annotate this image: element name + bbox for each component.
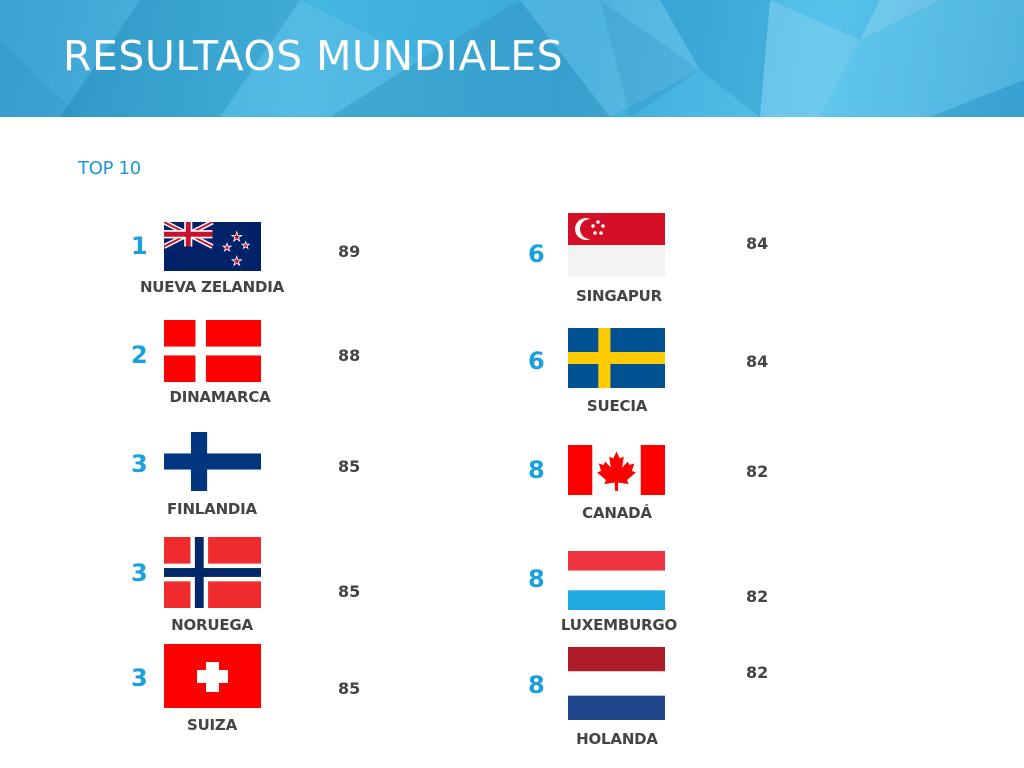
luxembourg-flag [568,551,665,610]
header-banner: RESULTAOS MUNDIALES [0,0,1024,117]
country-name: SUIZA [186,716,238,734]
page-title: RESULTAOS MUNDIALES [63,32,564,80]
norway-flag [164,537,261,608]
score-value: 84 [746,234,769,253]
subtitle: TOP 10 [78,158,141,179]
rank-number: 8 [528,456,545,484]
switzerland-flag [164,644,261,708]
rank-number: 8 [528,671,545,699]
netherlands-flag [568,647,665,720]
score-value: 82 [746,663,769,682]
sweden-flag [568,328,665,388]
country-name: SINGAPUR [576,287,662,305]
country-name: LUXEMBURGO [560,616,678,634]
rank-number: 8 [528,565,545,593]
score-value: 89 [338,242,361,261]
country-name: HOLANDA [576,730,658,748]
score-value: 85 [338,679,361,698]
singapore-flag [568,213,665,277]
score-value: 84 [746,352,769,371]
finland-flag [164,432,261,491]
country-name: NUEVA ZELANDIA [139,278,285,296]
country-name: CANADÁ [582,504,652,522]
canada-flag [568,445,665,495]
rank-number: 3 [131,664,148,692]
country-name: DINAMARCA [169,388,271,406]
rank-number: 6 [528,240,545,268]
polygon-pattern [0,0,1024,117]
score-value: 88 [338,346,361,365]
country-name: FINLANDIA [167,500,257,518]
score-value: 85 [338,582,361,601]
new-zealand-flag [164,222,261,271]
country-name: SUECIA [586,397,648,415]
rank-number: 2 [131,341,148,369]
country-name: NORUEGA [171,616,253,634]
score-value: 85 [338,457,361,476]
rank-number: 3 [131,559,148,587]
rank-number: 6 [528,347,545,375]
score-value: 82 [746,587,769,606]
rank-number: 3 [131,450,148,478]
denmark-flag [164,320,261,382]
rank-number: 1 [131,232,148,260]
score-value: 82 [746,462,769,481]
